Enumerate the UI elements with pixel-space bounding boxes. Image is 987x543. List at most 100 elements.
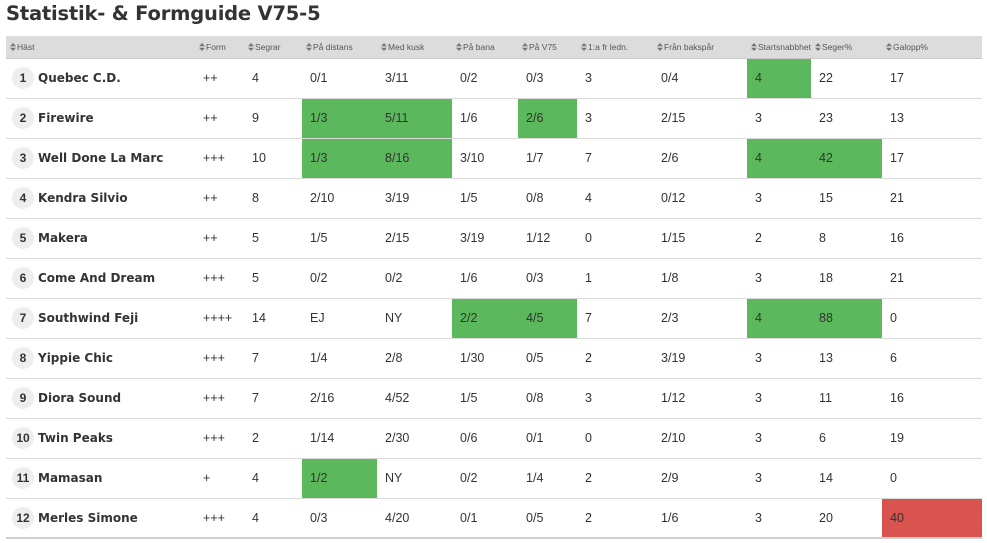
table-row[interactable]: 2 Firewire ++ 9 1/3 5/11 1/6 2/6 3 2/15 3 23 13	[6, 98, 982, 138]
stat-cell: 8/16	[377, 138, 453, 178]
column-header-label: På distans	[313, 41, 353, 52]
horse-name: Quebec C.D.	[38, 71, 121, 85]
column-header-label: Från bakspår	[664, 41, 715, 52]
table-row[interactable]: 12 Merles Simone +++ 4 0/3 4/20 0/1 0/5 2 1/6 3 20 4…	[6, 498, 982, 538]
start-number-badge: 7	[12, 307, 34, 329]
horse-name: Twin Peaks	[38, 431, 113, 445]
stat-cell: 1/12	[661, 391, 686, 405]
column-header[interactable]: Seger%	[811, 36, 883, 59]
sort-icon	[522, 42, 529, 51]
sort-icon	[581, 42, 588, 51]
stat-cell: 1/6	[460, 271, 478, 285]
stat-cell: 18	[819, 271, 833, 285]
stat-cell: 1/3	[302, 138, 378, 178]
stat-cell: 3/10	[460, 151, 485, 165]
start-number-cell: 1	[6, 58, 34, 98]
stat-cell: ++	[203, 191, 218, 205]
column-header[interactable]: Segrar	[244, 36, 303, 59]
stat-cell: 1/2	[302, 458, 378, 498]
stat-cell: ++	[203, 231, 218, 245]
page-title: Statistik- & Formguide V75-5	[6, 2, 321, 25]
stat-cell: 0/4	[661, 71, 679, 85]
start-number-cell: 9	[6, 378, 34, 418]
start-number-cell: 7	[6, 298, 34, 338]
start-number-cell: 10	[6, 418, 34, 458]
table-row[interactable]: 3 Well Done La Marc +++ 10 1/3 8/16 3/10 1/7 7 2/…	[6, 138, 982, 178]
start-number-cell: 8	[6, 338, 34, 378]
stat-cell: 3	[755, 510, 762, 525]
stat-cell: 21	[890, 271, 904, 285]
stat-cell: 15	[819, 191, 833, 205]
column-header[interactable]: På bana	[452, 36, 519, 59]
start-number-badge: 11	[12, 467, 34, 489]
stat-cell: 2	[252, 431, 259, 445]
stat-cell: 4/20	[385, 510, 410, 525]
sort-icon	[456, 42, 463, 51]
column-header[interactable]: Galopp%	[882, 36, 982, 59]
stat-cell: 0/5	[526, 351, 544, 365]
column-header-label: Galopp%	[893, 41, 928, 52]
start-number-cell: 6	[6, 258, 34, 298]
stat-cell: 4	[747, 58, 812, 98]
stat-cell: 0	[585, 431, 592, 445]
stat-cell: 1	[585, 271, 592, 285]
column-header[interactable]: Startsnabbhet	[747, 36, 812, 59]
stat-cell: 0/3	[526, 71, 544, 85]
table-row[interactable]: 9 Diora Sound +++ 7 2/16 4/52 1/5 0/8 3 1/12 3 11 16	[6, 378, 982, 418]
stat-cell: 0/8	[526, 191, 544, 205]
stat-cell: NY	[385, 311, 403, 325]
stat-cell: 1/6	[460, 111, 478, 125]
stat-cell: 42	[811, 138, 883, 178]
stat-cell: 0/1	[460, 510, 478, 525]
stat-cell: 19	[890, 431, 904, 445]
column-header[interactable]: På V75	[518, 36, 578, 59]
table-row[interactable]: 7 Southwind Feji ++++ 14 EJ NY 2/2 4/5 7 2/3 4 88 0	[6, 298, 982, 338]
horse-name: Yippie Chic	[38, 351, 113, 365]
stat-cell: 13	[890, 111, 904, 125]
column-header[interactable]: På distans	[302, 36, 378, 59]
table-row[interactable]: 4 Kendra Silvio ++ 8 2/10 3/19 1/5 0/8 4 0/12 3 15 2…	[6, 178, 982, 218]
sort-icon	[248, 42, 255, 51]
stat-cell: 3/19	[385, 191, 410, 205]
horse-name: Well Done La Marc	[38, 151, 164, 165]
stat-cell: 1/7	[526, 151, 544, 165]
stat-cell: 0/6	[460, 431, 478, 445]
stat-cell: 1/12	[526, 231, 551, 245]
stat-cell: 2/10	[661, 431, 686, 445]
stat-cell: 1/6	[661, 510, 679, 525]
column-header[interactable]: 1:a fr ledn.	[577, 36, 654, 59]
stat-cell: NY	[385, 471, 403, 485]
stat-cell: 1/4	[310, 351, 328, 365]
table-row[interactable]: 10 Twin Peaks +++ 2 1/14 2/30 0/6 0/1 0 2/10 3 6 19	[6, 418, 982, 458]
column-header[interactable]: Form	[195, 36, 245, 59]
start-number-badge: 6	[12, 267, 34, 289]
stat-cell: 0/3	[526, 271, 544, 285]
start-number-badge: 10	[12, 427, 34, 449]
stat-cell: 3	[585, 71, 592, 85]
column-header-label: Startsnabbhet	[758, 41, 811, 52]
formguide-table-container: Häst Form Segrar På distans Med kusk På bana P…	[6, 36, 982, 539]
stat-cell: +++	[203, 271, 225, 285]
stat-cell: +++	[203, 510, 225, 525]
column-header[interactable]: Från bakspår	[653, 36, 748, 59]
horse-name: Kendra Silvio	[38, 191, 128, 205]
column-header[interactable]: Häst	[6, 36, 196, 59]
stat-cell: 0/12	[661, 191, 686, 205]
column-header[interactable]: Med kusk	[377, 36, 453, 59]
stat-cell: 11	[819, 391, 832, 405]
stat-cell: 2/3	[661, 311, 679, 325]
table-row[interactable]: 11 Mamasan +4 1/2 NY 0/2 1/4 2 2/9 3 14 0	[6, 458, 982, 498]
stat-cell: 3/19	[661, 351, 686, 365]
stat-cell: 3	[755, 351, 762, 365]
table-row[interactable]: 6 Come And Dream +++ 5 0/2 0/2 1/6 0/3 1 1/8 3 18 21	[6, 258, 982, 298]
horse-name: Firewire	[38, 111, 94, 125]
stat-cell: 1/5	[460, 191, 478, 205]
table-row[interactable]: 8 Yippie Chic +++ 7 1/4 2/8 1/30 0/5 2 3/19 3 13 6	[6, 338, 982, 378]
column-header-label: På V75	[529, 41, 557, 52]
start-number-cell: 4	[6, 178, 34, 218]
stat-cell: 0	[890, 471, 897, 485]
stat-cell: 2/10	[310, 191, 335, 205]
table-header-row: Häst Form Segrar På distans Med kusk På bana P…	[6, 36, 982, 59]
table-row[interactable]: 5 Makera ++ 5 1/5 2/15 3/19 1/12 0 1/15 2 8 16	[6, 218, 982, 258]
table-row[interactable]: 1 Quebec C.D. ++ 4 0/1 3/11 0/2 0/3 3 0/4 4 22 17	[6, 58, 982, 98]
